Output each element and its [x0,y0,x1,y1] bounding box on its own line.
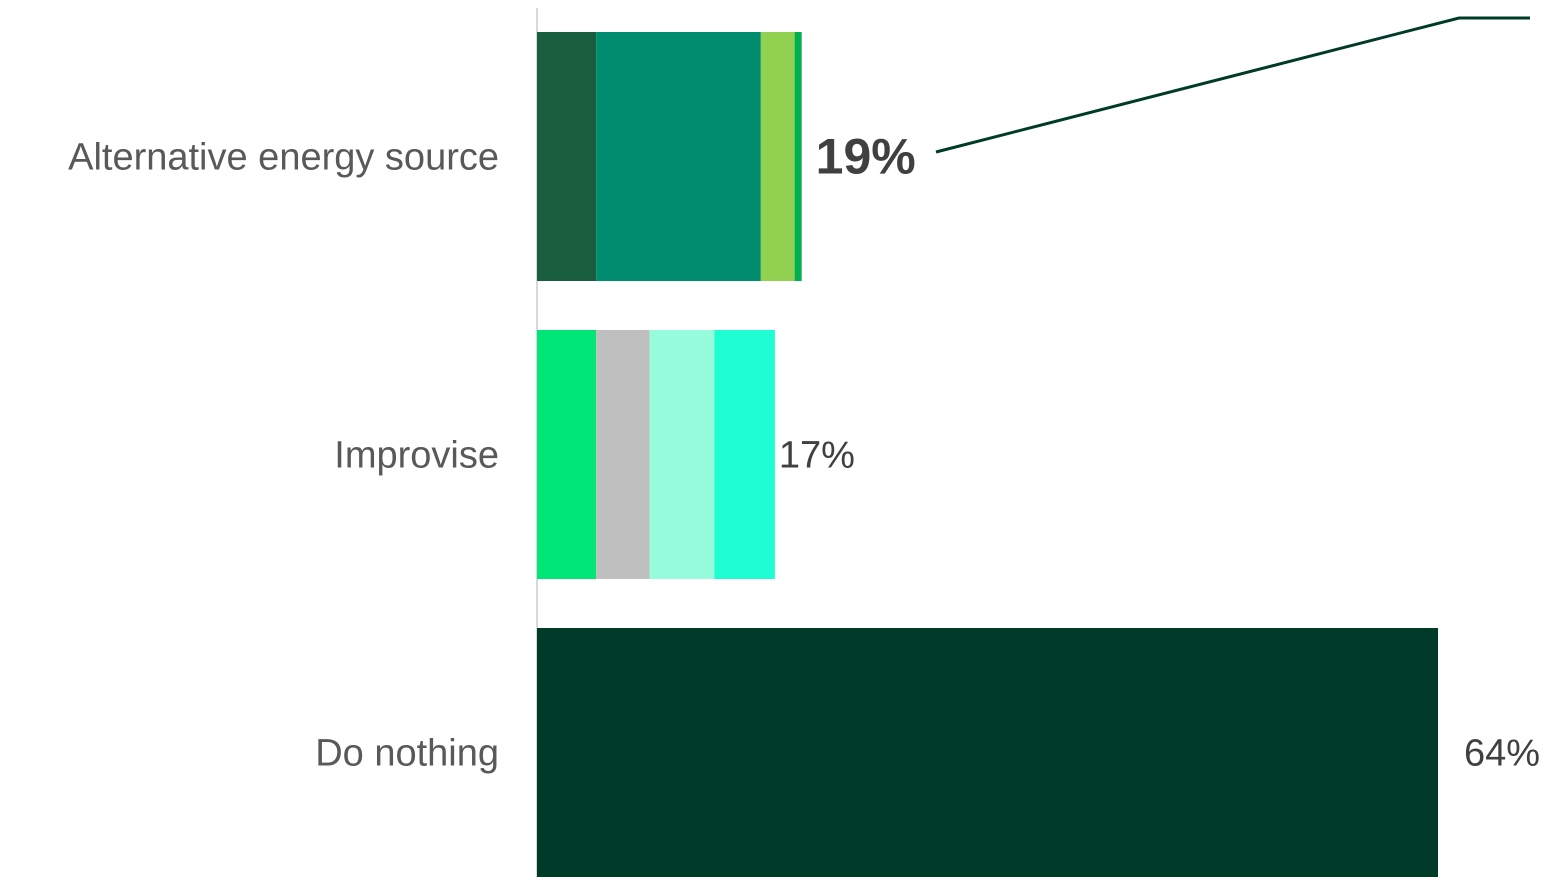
category-label: Do nothing [315,733,499,775]
bar-segment [537,32,597,281]
callout-line [935,16,1530,154]
bar-segment [714,330,775,579]
bar-segment [649,330,715,579]
bar-segment [760,32,795,281]
bar-segment [596,330,650,579]
bar-series-group [537,32,1438,877]
category-label: Alternative energy source [68,137,499,179]
value-label: 17% [779,435,855,477]
bar-segment [596,32,761,281]
bar-segment [794,32,802,281]
value-label: 64% [1464,733,1540,775]
label-group: Alternative energy source 19% Improvise 17%… [68,129,1540,775]
value-label: 19% [816,129,916,185]
category-label: Improvise [334,435,499,477]
bar-segment [537,628,1438,877]
bar-segment [537,330,597,579]
